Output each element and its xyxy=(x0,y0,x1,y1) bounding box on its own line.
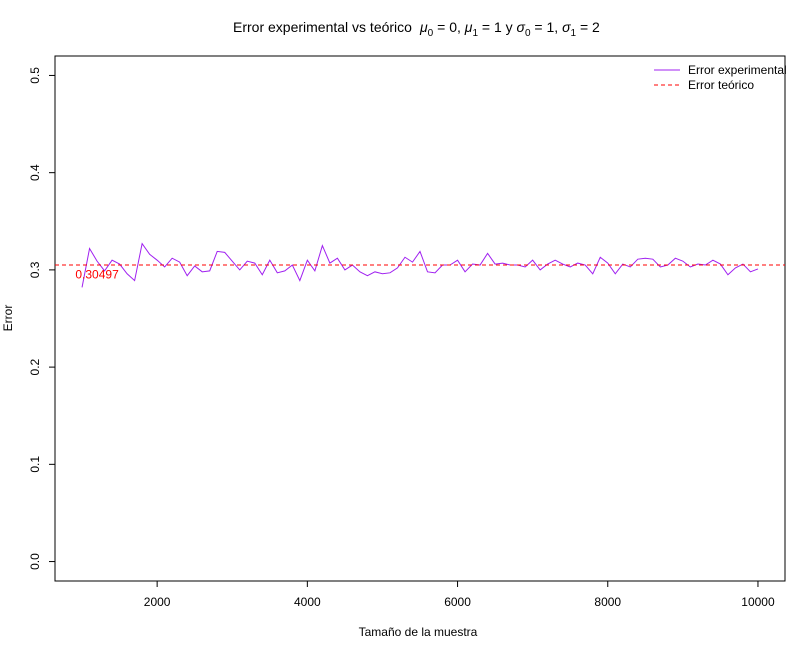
series-layer xyxy=(55,242,785,288)
title-math-rest: = 2 xyxy=(576,19,600,35)
title-math-sub: 1 xyxy=(472,28,478,39)
x-axis: 2000 4000 6000 8000 10000 xyxy=(144,581,775,609)
y-axis-label: Error xyxy=(1,305,15,332)
title-math-var: μ xyxy=(419,19,428,35)
title-math-sub: 0 xyxy=(428,28,434,39)
title-math-var: σ xyxy=(517,19,526,35)
y-tick-label: 0.5 xyxy=(28,67,42,84)
title-math-sub: 0 xyxy=(525,28,531,39)
y-tick-label: 0.4 xyxy=(28,164,42,181)
series-error-experimental xyxy=(81,242,759,288)
chart-title: Error experimental vs teórico μ0 = 0, μ1… xyxy=(233,19,600,39)
title-math-sub: 1 xyxy=(571,28,577,39)
title-math-var: σ xyxy=(562,19,571,35)
chart-title-main: Error experimental vs teórico xyxy=(233,19,412,35)
x-tick-label: 6000 xyxy=(444,595,471,609)
legend: Error experimental Error teórico xyxy=(654,63,787,92)
x-tick-label: 4000 xyxy=(294,595,321,609)
x-axis-label: Tamaño de la muestra xyxy=(359,625,478,639)
legend-label-theoretical: Error teórico xyxy=(688,78,754,92)
x-tick-label: 2000 xyxy=(144,595,171,609)
legend-label-experimental: Error experimental xyxy=(688,63,787,77)
chart-title-math: μ0 = 0, μ1 = 1 y σ0 = 1, σ1 = 2 xyxy=(419,19,600,39)
title-math-rest: = 1 y xyxy=(478,19,517,35)
plot-frame xyxy=(54,55,786,582)
y-tick-label: 0.2 xyxy=(28,358,42,375)
y-tick-label: 0.0 xyxy=(28,553,42,570)
title-math-var: μ xyxy=(464,19,473,35)
title-math-rest: = 0, xyxy=(433,19,465,35)
theoretical-value-annotation: 0.30497 xyxy=(75,268,119,282)
title-math-rest: = 1, xyxy=(531,19,563,35)
y-tick-label: 0.1 xyxy=(28,456,42,473)
y-tick-label: 0.3 xyxy=(28,261,42,278)
x-tick-label: 8000 xyxy=(594,595,621,609)
y-axis: 0.0 0.1 0.2 0.3 0.4 0.5 xyxy=(28,67,55,570)
x-tick-label: 10000 xyxy=(741,595,775,609)
